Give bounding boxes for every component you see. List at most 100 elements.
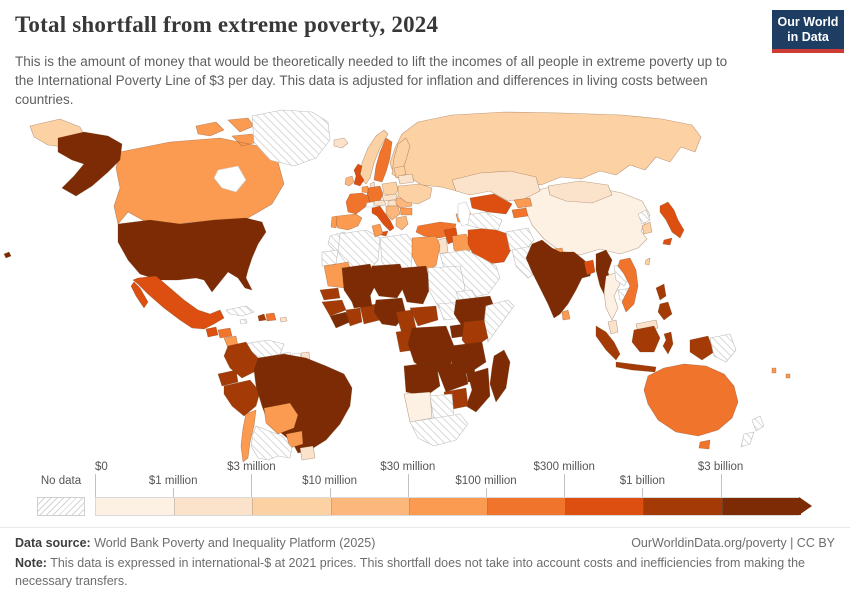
country-uzbekistan[interactable] (469, 193, 513, 215)
country-bangladesh[interactable] (583, 259, 596, 276)
country-chile[interactable] (240, 409, 257, 463)
legend-bin[interactable] (408, 498, 488, 515)
country-central-african-republic[interactable] (409, 305, 439, 327)
country-colombia[interactable] (223, 341, 261, 379)
country-madagascar[interactable] (489, 349, 511, 403)
owid-link[interactable]: OurWorldinData.org/poverty | CC BY (631, 536, 835, 550)
data-source-value[interactable]: World Bank Poverty and Inequality Platfo… (90, 536, 376, 550)
country-haiti[interactable] (257, 313, 267, 322)
country-benelux[interactable] (361, 185, 369, 194)
country-western-sahara[interactable] (321, 249, 339, 267)
country-levant[interactable] (437, 237, 449, 255)
country-iceland[interactable] (333, 137, 349, 149)
country-tajikistan[interactable] (511, 207, 529, 219)
country-papua-new-guinea[interactable] (709, 333, 737, 363)
country-hawaii[interactable] (3, 251, 12, 259)
country-mexico[interactable] (130, 275, 225, 330)
country-fiji[interactable] (785, 373, 791, 379)
country-norway[interactable] (359, 129, 389, 185)
chart-note: Note: This data is expressed in internat… (15, 555, 835, 590)
country-philippines[interactable] (655, 283, 673, 321)
country-paraguay[interactable] (285, 430, 304, 449)
legend-tick-label: $1 million (148, 475, 198, 487)
country-ecuador[interactable] (217, 369, 239, 387)
country-uk[interactable] (353, 163, 365, 187)
legend-bin[interactable] (565, 498, 645, 515)
country-austria[interactable] (373, 199, 387, 207)
legend-bin[interactable] (174, 498, 254, 515)
country-peru[interactable] (223, 379, 261, 417)
legend-tick-label: $3 million (227, 461, 276, 473)
country-japan[interactable] (659, 201, 685, 246)
country-taiwan[interactable] (644, 257, 651, 266)
country-puerto-rico[interactable] (279, 316, 288, 323)
country-indonesia[interactable] (595, 325, 715, 378)
country-spain[interactable] (333, 213, 363, 231)
country-ukraine[interactable] (397, 183, 433, 205)
country-south-africa[interactable] (409, 413, 469, 447)
country-namibia[interactable] (403, 391, 433, 423)
country-argentina[interactable] (250, 425, 293, 461)
country-jamaica[interactable] (239, 318, 248, 325)
chart-subtitle: This is the amount of money that would b… (15, 54, 728, 108)
legend-tick-mark (720, 474, 722, 497)
country-china[interactable] (524, 184, 651, 256)
country-ireland[interactable] (344, 175, 355, 187)
country-belarus[interactable] (397, 173, 415, 185)
country-vietnam[interactable] (617, 257, 639, 313)
country-bulgaria[interactable] (399, 207, 413, 216)
legend-tick-mark (486, 488, 487, 497)
country-senegal[interactable] (319, 287, 341, 301)
owid-logo[interactable]: Our World in Data (772, 10, 844, 53)
legend-tick-mark (564, 474, 566, 497)
country-egypt[interactable] (411, 235, 441, 273)
country-portugal[interactable] (330, 215, 338, 229)
country-mozambique[interactable] (465, 367, 491, 413)
legend-bin[interactable] (721, 498, 801, 515)
country-balkans[interactable] (385, 205, 401, 221)
country-north-korea[interactable] (637, 209, 651, 225)
country-angola[interactable] (403, 361, 441, 397)
country-india[interactable] (525, 239, 593, 319)
country-germany[interactable] (366, 185, 384, 203)
country-alaska[interactable] (57, 131, 123, 197)
legend-tick-label: $0 (95, 461, 108, 473)
country-niger[interactable] (370, 263, 408, 299)
country-zambia[interactable] (435, 361, 469, 393)
legend-tick-label: $300 million (533, 461, 595, 473)
country-uruguay[interactable] (299, 445, 316, 461)
country-mongolia[interactable] (547, 180, 613, 204)
country-sri-lanka[interactable] (561, 309, 571, 321)
country-south-korea[interactable] (641, 221, 653, 235)
country-burkina-faso[interactable] (349, 293, 373, 309)
note-value: This data is expressed in international-… (15, 556, 806, 588)
country-honduras[interactable] (217, 327, 233, 339)
country-somalia[interactable] (483, 299, 515, 343)
country-bolivia[interactable] (263, 402, 299, 435)
country-greece[interactable] (395, 215, 409, 231)
country-baltics[interactable] (393, 165, 407, 179)
legend-no-data-swatch[interactable] (37, 497, 85, 516)
legend-bin[interactable] (330, 498, 410, 515)
country-switzerland[interactable] (365, 201, 375, 208)
country-guatemala[interactable] (205, 326, 219, 338)
country-poland[interactable] (381, 181, 399, 197)
legend-tick-mark (173, 488, 175, 497)
country-sweden[interactable] (373, 137, 393, 183)
country-new-zealand[interactable] (740, 415, 765, 448)
country-france[interactable] (345, 192, 371, 215)
country-cote-divoire[interactable] (345, 307, 363, 327)
legend-bin[interactable] (487, 498, 567, 515)
country-chad[interactable] (400, 265, 432, 305)
country-vanuatu[interactable] (771, 367, 777, 374)
legend-bin[interactable] (96, 498, 175, 515)
country-cuba[interactable] (225, 305, 255, 317)
country-dominican-republic[interactable] (265, 312, 277, 322)
country-afghanistan[interactable] (505, 227, 535, 253)
country-australia[interactable] (643, 363, 739, 450)
country-kyrgyzstan[interactable] (513, 197, 533, 209)
legend-bin[interactable] (643, 498, 723, 515)
legend-bin[interactable] (252, 498, 332, 515)
country-tunisia[interactable] (371, 223, 384, 238)
country-greenland[interactable] (251, 109, 331, 167)
